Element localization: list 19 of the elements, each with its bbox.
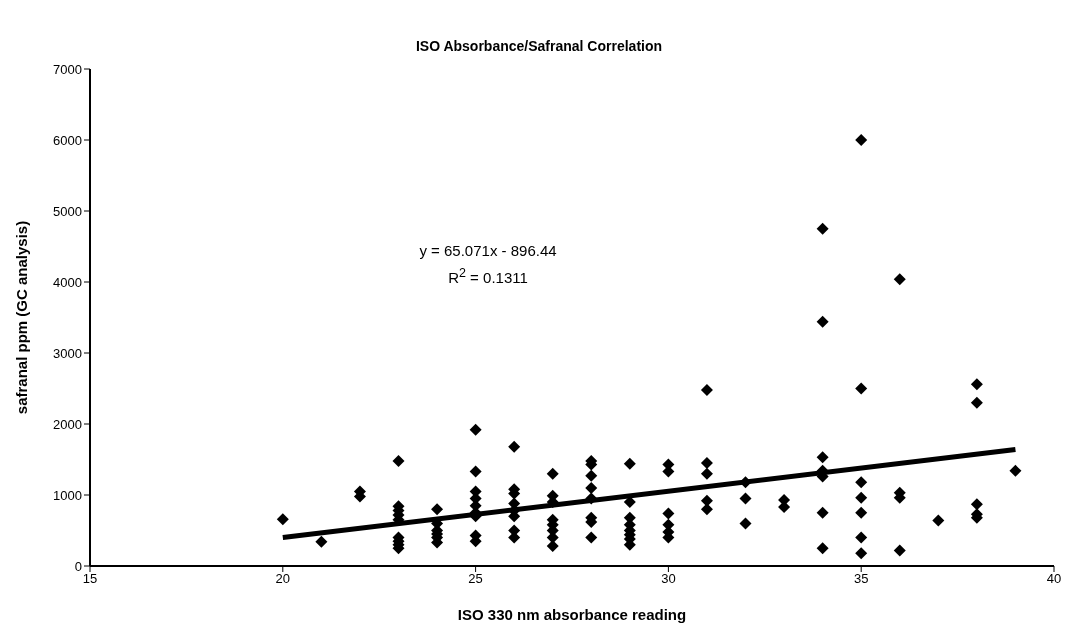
y-tick-label: 0 [74, 558, 82, 574]
y-tick-label: 5000 [53, 203, 82, 219]
annotation: R$^{2}$ = 0.1311 [447, 265, 529, 288]
chart-title: ISO Absorbance/Safranal Correlation [414, 38, 664, 54]
y-tick-label: 4000 [53, 274, 82, 290]
y-axis-title: safranal ppm (GC analysis) [13, 220, 31, 415]
x-axis-title: ISO 330 nm absorbance reading [457, 606, 687, 623]
y-tick-label: 1000 [53, 487, 82, 503]
annotation: y = 65.071x - 896.44 [418, 241, 558, 261]
y-tick-label: 7000 [53, 61, 82, 77]
x-tick-label: 35 [853, 571, 869, 587]
y-tick-label: 2000 [53, 416, 82, 432]
x-tick-label: 15 [82, 571, 98, 587]
y-tick-label: 6000 [53, 132, 82, 148]
x-tick-label: 40 [1046, 571, 1062, 587]
x-tick-label: 20 [275, 571, 291, 587]
x-tick-label: 30 [661, 571, 676, 587]
y-tick-label: 3000 [53, 345, 82, 361]
x-tick-label: 25 [468, 571, 483, 587]
